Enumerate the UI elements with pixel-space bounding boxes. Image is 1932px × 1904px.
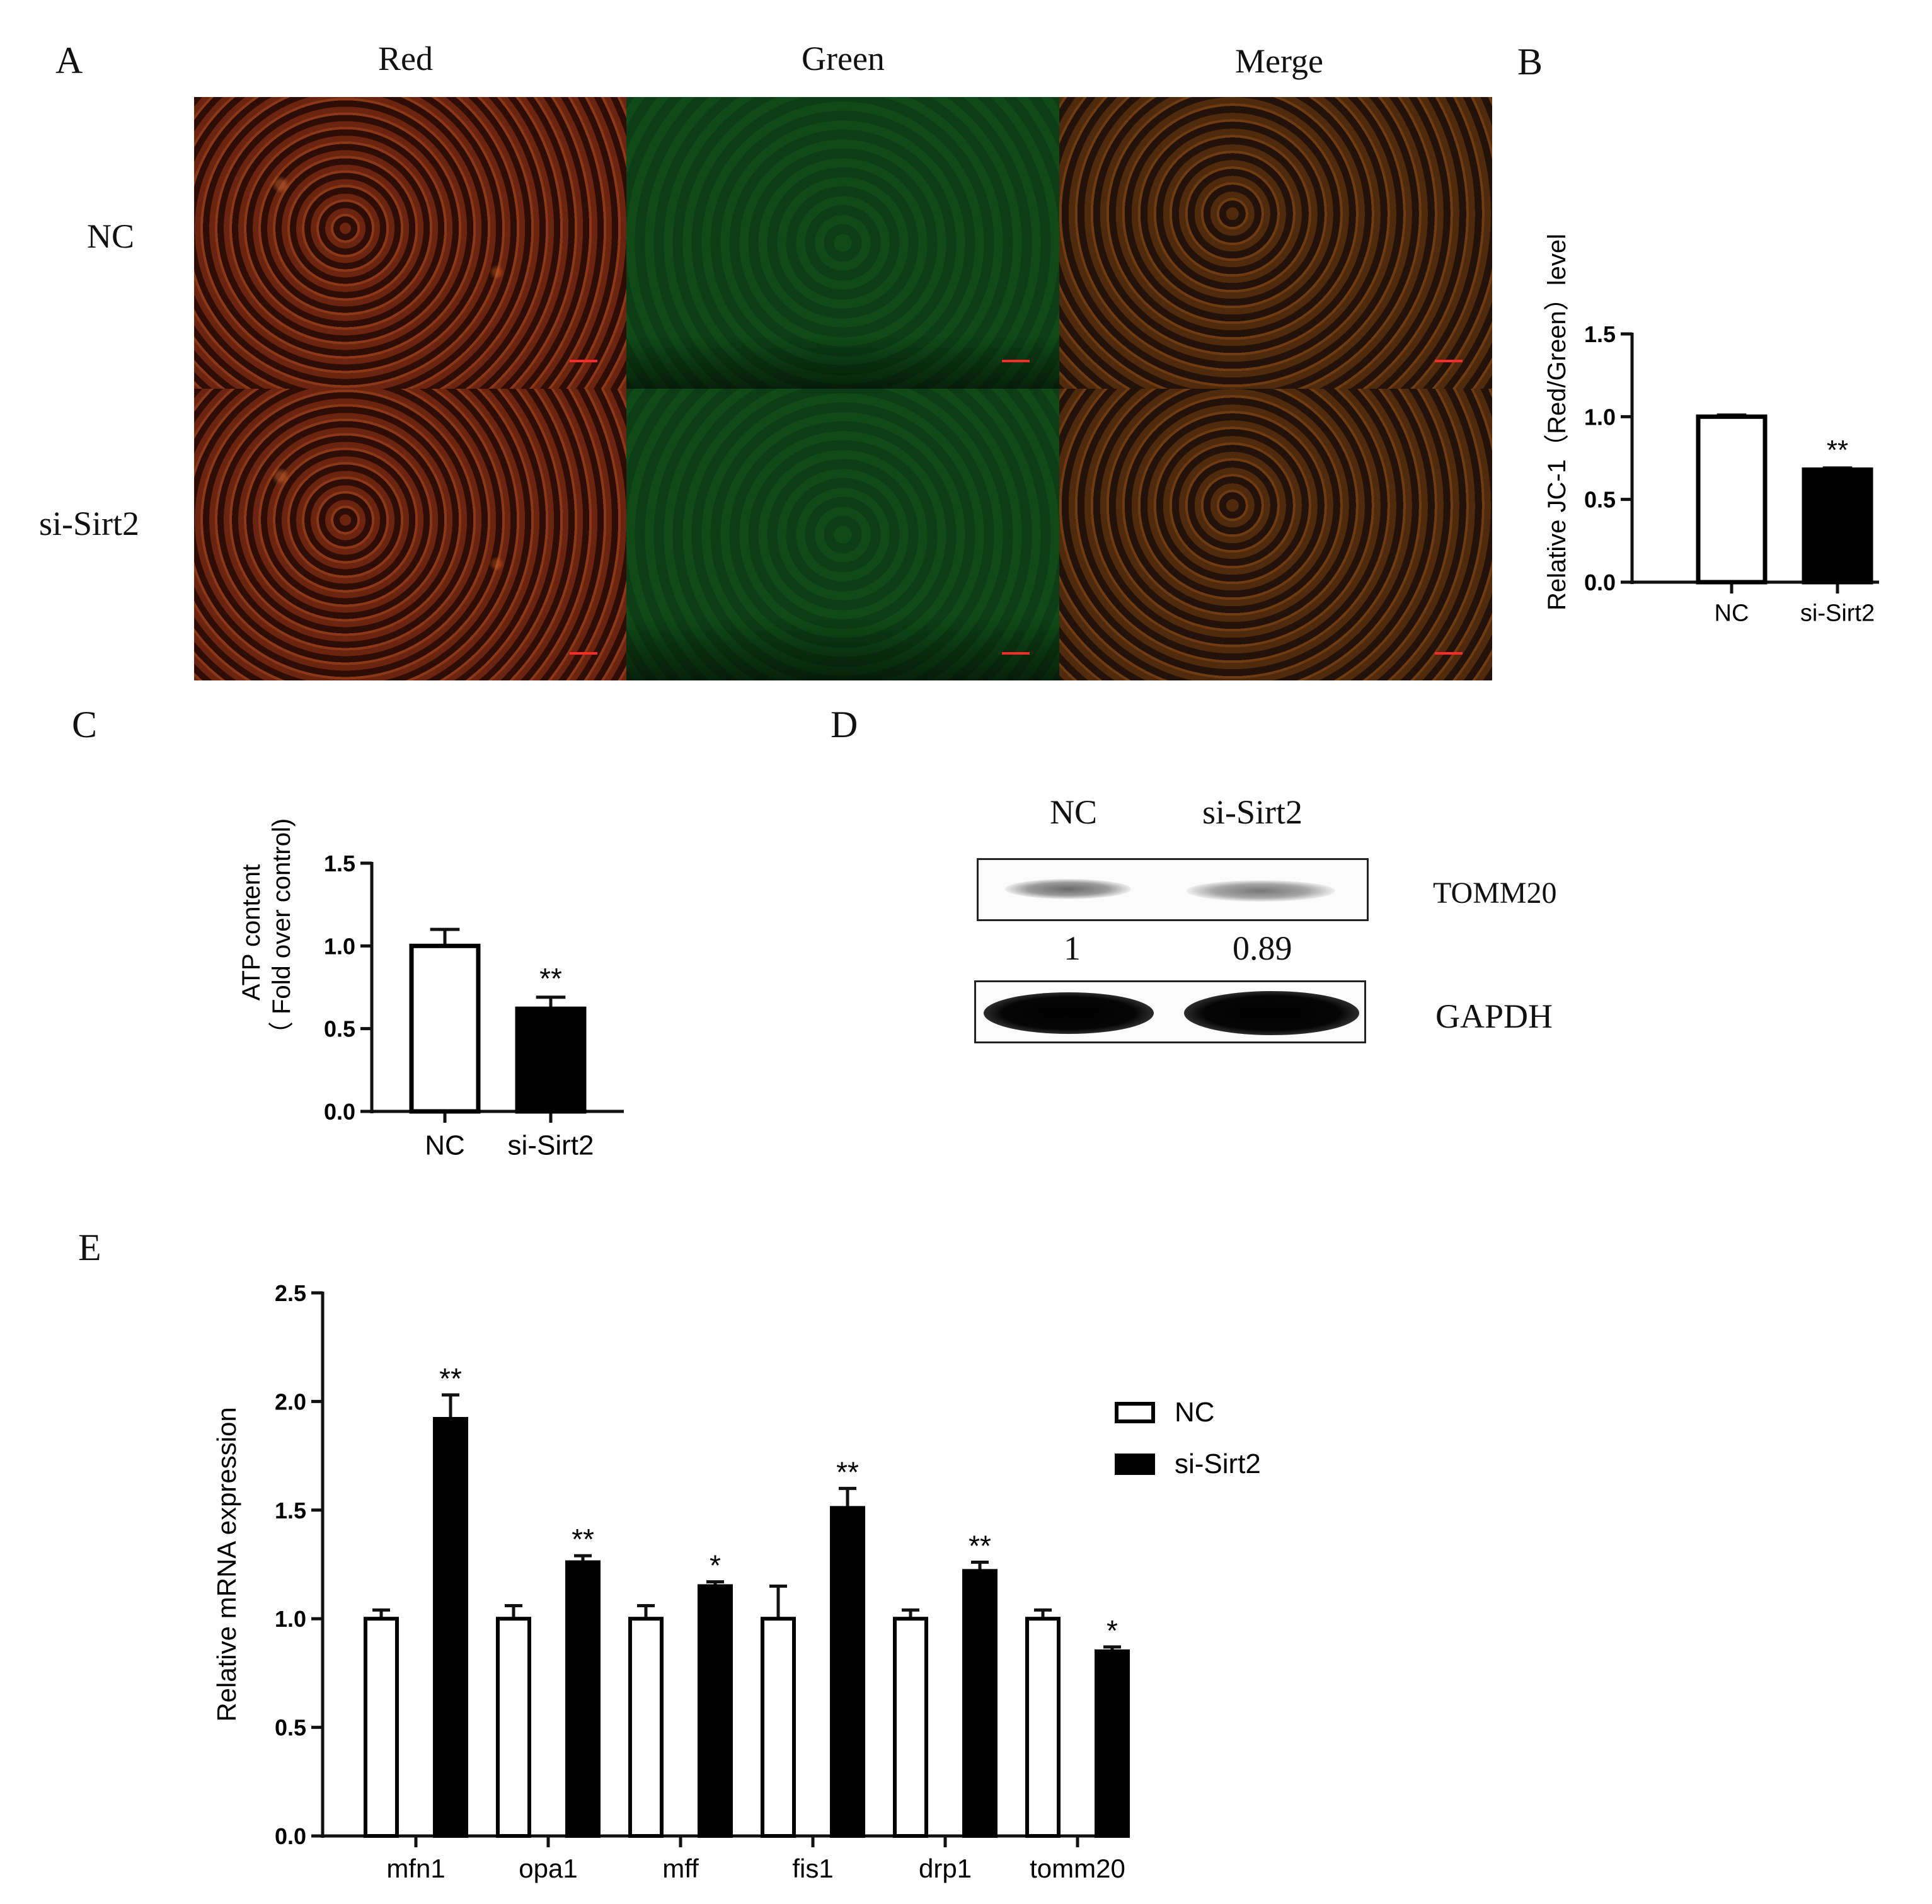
y-axis-label: Relative JC-1（Red/Green）level <box>1543 234 1571 611</box>
scale-bar <box>1435 652 1463 655</box>
y-tick-label: 2.5 <box>275 1280 306 1306</box>
y-axis-label: Relative mRNA expression <box>212 1407 241 1722</box>
significance-label: * <box>1107 1614 1118 1647</box>
bar-si-sirt2 <box>698 1584 733 1838</box>
bar-nc <box>628 1617 664 1838</box>
scale-bar <box>1002 360 1030 362</box>
row-label-si-sirt2: si-Sirt2 <box>39 505 140 542</box>
y-tick-label: 1.0 <box>275 1606 306 1632</box>
band-gapdh-nc <box>984 992 1154 1034</box>
bar-nc <box>761 1617 796 1838</box>
y-tick-label: 1.0 <box>324 933 355 959</box>
bar-nc <box>1025 1617 1061 1838</box>
bar-si-sirt2 <box>433 1416 468 1838</box>
y-tick-label: 1.5 <box>275 1498 306 1523</box>
chart-e: 0.0 0.5 1.0 1.5 2.0 2.5 Relative mRNA expressi… <box>212 1280 1261 1883</box>
x-tick-label: drp1 <box>919 1854 972 1883</box>
bar-si-sirt2 <box>565 1560 601 1838</box>
legend-label: si-Sirt2 <box>1175 1448 1261 1479</box>
bar-nc <box>364 1617 399 1838</box>
panel-b-letter: B <box>1517 41 1543 83</box>
column-label-red: Red <box>378 40 433 77</box>
bar <box>1696 414 1768 585</box>
y-tick-label: 0.0 <box>324 1099 355 1125</box>
band-gapdh-si-sirt2 <box>1184 991 1359 1035</box>
quant-si-sirt2: 0.89 <box>1233 929 1292 967</box>
y-tick-label: 0.5 <box>275 1715 306 1741</box>
column-label-green: Green <box>802 40 885 77</box>
bar-nc <box>893 1617 928 1838</box>
y-tick-label: 1.0 <box>1584 404 1616 430</box>
x-tick-label: NC <box>425 1130 465 1161</box>
x-tick-label: tomm20 <box>1030 1854 1125 1883</box>
legend-label: NC <box>1175 1397 1215 1428</box>
x-tick-label: si-Sirt2 <box>508 1130 594 1161</box>
y-axis-label-line-1: ATP content <box>238 864 265 1001</box>
x-tick-label: opa1 <box>519 1854 577 1883</box>
y-tick-label: 0.5 <box>1584 487 1616 513</box>
protein-label-tomm20: TOMM20 <box>1433 876 1557 910</box>
bar-si-sirt2 <box>1095 1649 1130 1838</box>
lane-label-nc: NC <box>1050 793 1098 831</box>
scale-bar <box>570 652 597 655</box>
blot-tomm20 <box>977 858 1369 921</box>
y-tick-label: 1.5 <box>1584 321 1616 347</box>
significance-label: ** <box>439 1362 462 1395</box>
panel-a-letter: A <box>55 40 83 81</box>
image-si-sirt2-green <box>626 389 1059 680</box>
row-label-nc: NC <box>87 217 135 255</box>
blot-gapdh <box>974 980 1366 1043</box>
x-tick-label: si-Sirt2 <box>1800 600 1875 627</box>
panel-e-letter: E <box>78 1227 101 1268</box>
image-nc-green <box>626 97 1059 389</box>
significance-label: * <box>710 1549 721 1582</box>
bar-si-sirt2 <box>830 1506 865 1838</box>
chart-b: 0.0 0.5 1.0 1.5 NC si-Sirt2 ** Relative JC-1（Re… <box>1543 234 1879 627</box>
y-tick-label: 1.5 <box>324 851 355 876</box>
scale-bar <box>1002 652 1030 655</box>
image-si-sirt2-red <box>194 389 626 680</box>
significance-label: ** <box>572 1523 594 1556</box>
image-nc-merge <box>1059 97 1492 389</box>
scale-bar <box>1435 360 1463 362</box>
panel-d-letter: D <box>831 704 858 745</box>
x-tick-label: mfn1 <box>386 1854 445 1883</box>
bar <box>515 1006 587 1114</box>
x-tick-label: fis1 <box>792 1854 833 1883</box>
legend-swatch <box>1115 1402 1155 1423</box>
image-nc-red <box>194 97 626 389</box>
bar <box>1802 467 1873 585</box>
quant-nc: 1 <box>1064 929 1081 967</box>
y-tick-label: 0.0 <box>275 1823 306 1849</box>
significance-label: ** <box>539 962 562 995</box>
band-tomm20-si-sirt2 <box>1187 880 1335 902</box>
bar-si-sirt2 <box>962 1569 998 1838</box>
lane-label-si-sirt2: si-Sirt2 <box>1202 793 1303 831</box>
y-tick-label: 0.0 <box>1584 570 1616 595</box>
panel-c-letter: C <box>72 704 98 745</box>
significance-label: ** <box>836 1455 859 1488</box>
bar-nc <box>496 1617 531 1838</box>
column-label-merge: Merge <box>1235 42 1323 80</box>
protein-label-gapdh: GAPDH <box>1435 997 1553 1035</box>
band-tomm20-nc <box>1005 879 1131 899</box>
image-si-sirt2-merge <box>1059 389 1492 680</box>
legend-swatch <box>1115 1454 1155 1475</box>
significance-label: ** <box>969 1530 991 1563</box>
microscopy-grid <box>194 97 1492 680</box>
y-tick-label: 0.5 <box>324 1016 355 1042</box>
bar <box>409 943 481 1114</box>
scale-bar <box>570 360 597 362</box>
y-tick-label: 2.0 <box>275 1389 306 1414</box>
x-tick-label: mff <box>662 1854 699 1883</box>
y-axis-label-line-2: （ Fold over control) <box>268 818 296 1047</box>
x-tick-label: NC <box>1715 600 1749 627</box>
significance-label: ** <box>1827 435 1848 466</box>
chart-c: 0.0 0.5 1.0 1.5 NC si-Sirt2 ** ATP content （ Fol… <box>238 818 624 1161</box>
